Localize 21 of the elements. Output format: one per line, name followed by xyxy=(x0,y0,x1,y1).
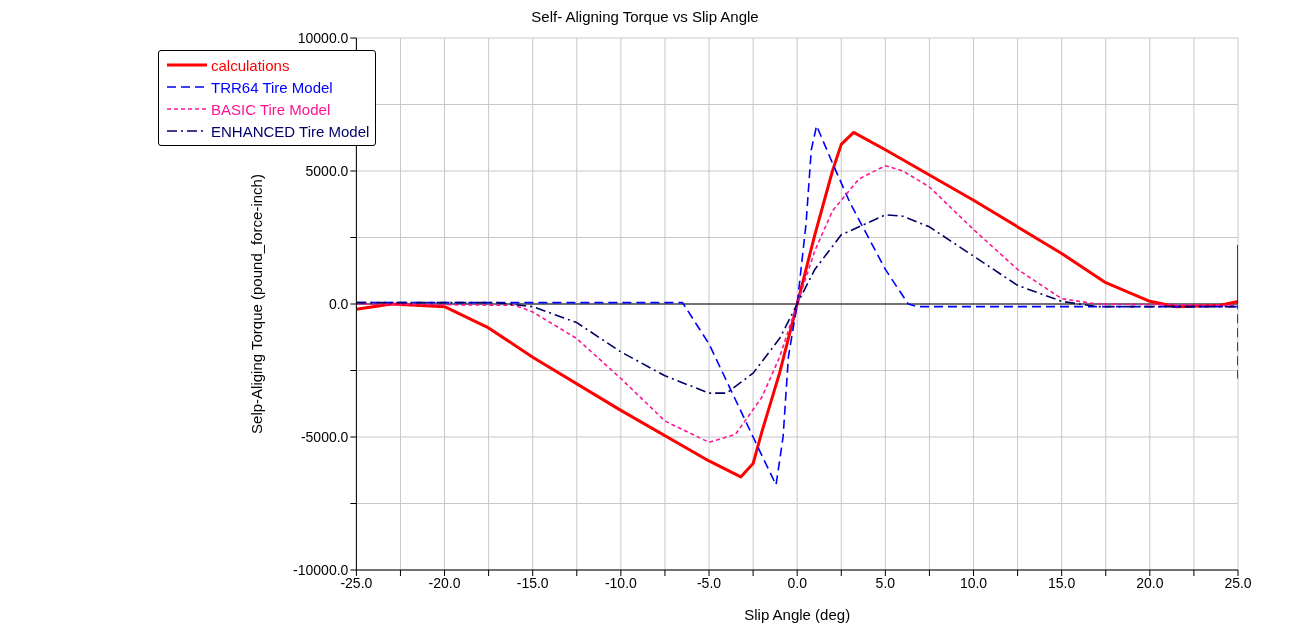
x-tick-label: 25.0 xyxy=(1224,574,1252,591)
chart-title: Self- Aligning Torque vs Slip Angle xyxy=(530,8,760,27)
x-tick-label: -15.0 xyxy=(516,574,549,591)
x-tick-label: 10.0 xyxy=(959,574,988,591)
legend-label: TRR64 Tire Model xyxy=(211,78,333,96)
x-tick-label: 5.0 xyxy=(875,574,896,591)
y-tick-label: 0.0 xyxy=(328,295,349,312)
legend-label: BASIC Tire Model xyxy=(211,100,331,118)
y-tick-label: 5000.0 xyxy=(305,162,349,179)
x-tick-label: -5.0 xyxy=(696,574,722,591)
y-tick-label: 10000.0 xyxy=(297,29,349,46)
x-tick-label: -10.0 xyxy=(604,574,638,591)
x-tick-label: 20.0 xyxy=(1136,574,1164,591)
y-axis-title: Selp-Aliging Torque (pound_force-inch) xyxy=(247,174,265,434)
y-tick-label: -5000.0 xyxy=(300,428,349,445)
legend-label: ENHANCED Tire Model xyxy=(211,122,370,140)
x-tick-label: 0.0 xyxy=(787,574,808,591)
x-tick-label: 15.0 xyxy=(1048,574,1076,591)
x-tick-label: -20.0 xyxy=(428,574,461,591)
x-axis-title: Slip Angle (deg) xyxy=(744,606,851,623)
legend-label: calculations xyxy=(211,56,290,74)
